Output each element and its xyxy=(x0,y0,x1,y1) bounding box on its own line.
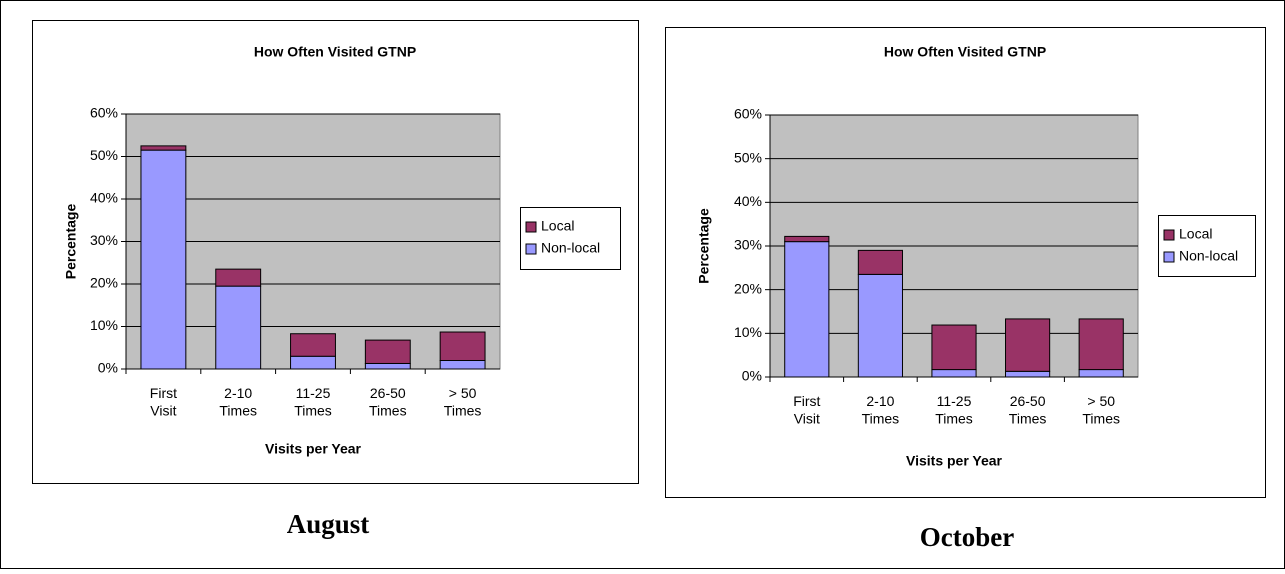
bar xyxy=(215,285,262,370)
bar xyxy=(290,333,336,357)
x-tick-label: 26-50 Times xyxy=(1009,393,1047,427)
bar xyxy=(1078,318,1124,371)
y-tick-label: 20% xyxy=(90,275,118,291)
bar xyxy=(784,241,830,378)
bar xyxy=(857,249,903,275)
y-tick-label: 10% xyxy=(734,324,762,340)
bar xyxy=(931,324,977,371)
x-axis-label: Visits per Year xyxy=(906,453,1003,469)
y-tick-label: 60% xyxy=(734,106,762,122)
bar xyxy=(1078,369,1124,378)
y-tick-label: 30% xyxy=(734,237,762,253)
legend-label: Non-local xyxy=(541,240,600,256)
bar xyxy=(439,331,486,361)
x-tick-label: > 50 Times xyxy=(444,385,482,419)
legend-label: Non-local xyxy=(1179,248,1238,264)
legend-swatch xyxy=(525,221,537,233)
y-tick-label: 0% xyxy=(742,368,762,384)
legend-swatch xyxy=(1163,229,1175,241)
y-tick-label: 40% xyxy=(734,193,762,209)
y-tick-label: 50% xyxy=(734,149,762,165)
bar xyxy=(439,360,486,370)
y-axis-label: Percentage xyxy=(696,208,712,284)
y-tick-label: 40% xyxy=(90,190,118,206)
x-tick-label: 11-25 Times xyxy=(294,385,332,419)
bar xyxy=(140,145,187,151)
bar xyxy=(931,369,977,378)
bar xyxy=(784,235,830,243)
bar xyxy=(1005,370,1051,378)
caption: October xyxy=(920,522,1014,552)
caption: August xyxy=(287,509,370,539)
bar xyxy=(140,149,187,370)
x-tick-label: 26-50 Times xyxy=(369,385,407,419)
bar xyxy=(215,268,262,287)
y-tick-label: 50% xyxy=(90,147,118,163)
x-tick-label: 2-10 Times xyxy=(219,385,257,419)
bar xyxy=(364,339,411,364)
chart-title: How Often Visited GTNP xyxy=(254,44,416,60)
legend-box xyxy=(1158,215,1256,277)
y-tick-label: 60% xyxy=(90,105,118,121)
bar xyxy=(857,273,903,378)
y-tick-label: 20% xyxy=(734,280,762,296)
y-tick-label: 10% xyxy=(90,317,118,333)
x-tick-label: > 50 Times xyxy=(1082,393,1120,427)
legend-label: Local xyxy=(1179,226,1212,242)
y-tick-label: 30% xyxy=(90,232,118,248)
x-tick-label: 2-10 Times xyxy=(862,393,900,427)
y-tick-label: 0% xyxy=(98,360,118,376)
bar xyxy=(1005,318,1051,372)
legend-label: Local xyxy=(541,218,574,234)
chart-title: How Often Visited GTNP xyxy=(884,44,1046,60)
x-tick-label: First Visit xyxy=(150,385,177,419)
x-tick-label: 11-25 Times xyxy=(935,393,973,427)
bar xyxy=(364,362,411,370)
legend-box xyxy=(520,207,621,270)
y-axis-label: Percentage xyxy=(63,204,79,280)
x-axis-label: Visits per Year xyxy=(265,441,362,457)
legend-swatch xyxy=(525,243,537,255)
bar xyxy=(290,355,336,370)
x-tick-label: First Visit xyxy=(793,393,820,427)
legend-swatch xyxy=(1163,251,1175,263)
